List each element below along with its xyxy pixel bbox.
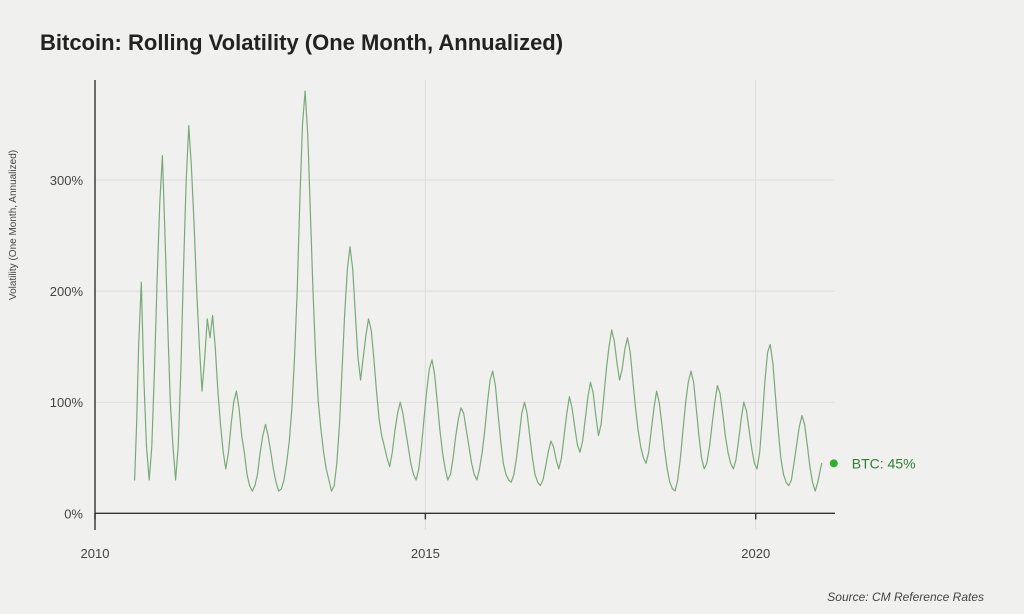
y-tick-label: 0% <box>64 506 83 521</box>
chart-svg: 0% 100% 200% 300% 2010 2015 2020 BTC: 45% <box>0 0 1024 614</box>
x-tick-label: 2015 <box>411 546 440 561</box>
y-tick-label: 200% <box>50 284 84 299</box>
y-tick-label: 300% <box>50 173 84 188</box>
y-tick-label: 100% <box>50 395 84 410</box>
end-marker <box>830 459 838 467</box>
x-tick-label: 2020 <box>741 546 770 561</box>
x-tick-label: 2010 <box>81 546 110 561</box>
chart-container: Bitcoin: Rolling Volatility (One Month, … <box>0 0 1024 614</box>
source-label: Source: CM Reference Rates <box>827 590 984 604</box>
end-label: BTC: 45% <box>852 455 916 471</box>
